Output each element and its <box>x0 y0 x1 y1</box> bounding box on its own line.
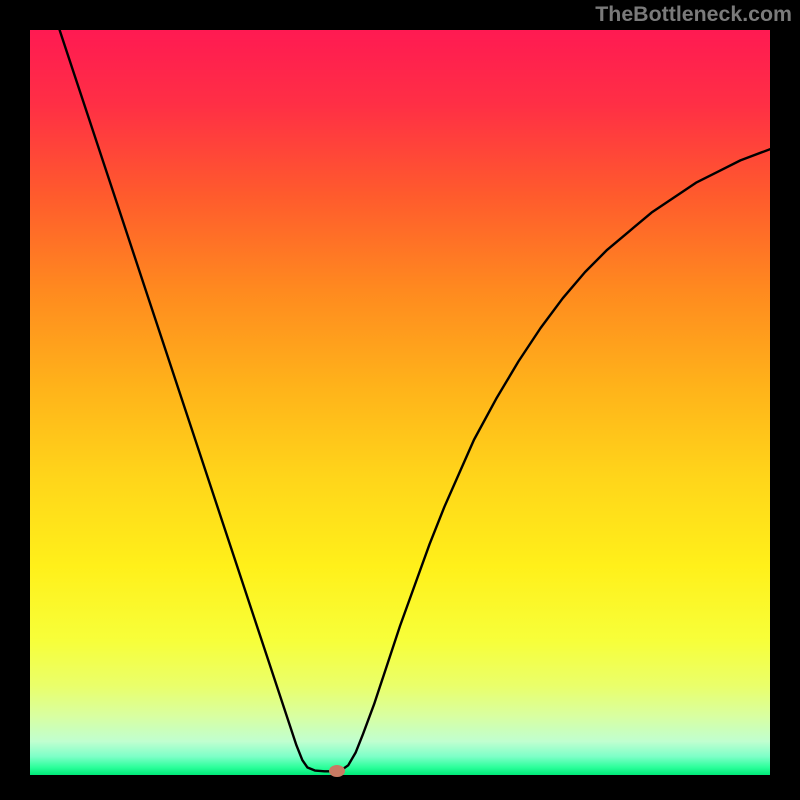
watermark-text: TheBottleneck.com <box>595 2 792 27</box>
bottleneck-curve <box>60 30 770 771</box>
optimal-point-marker <box>329 765 345 777</box>
chart-plot-area <box>30 30 770 775</box>
chart-curve-layer <box>30 30 770 775</box>
